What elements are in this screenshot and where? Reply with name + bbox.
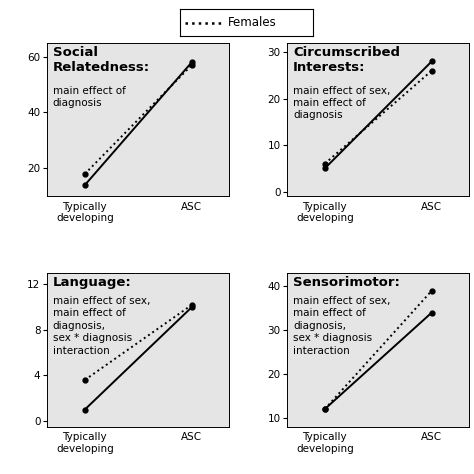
Text: Social
Relatedness:: Social Relatedness:: [53, 46, 150, 74]
Text: Females: Females: [228, 16, 277, 29]
Text: Circumscribed
Interests:: Circumscribed Interests:: [293, 46, 400, 74]
Text: main effect of
diagnosis: main effect of diagnosis: [53, 86, 126, 108]
Text: main effect of sex,
main effect of
diagnosis: main effect of sex, main effect of diagn…: [293, 86, 390, 120]
Text: main effect of sex,
main effect of
diagnosis,
sex * diagnosis
interaction: main effect of sex, main effect of diagn…: [53, 296, 150, 356]
Text: main effect of sex,
main effect of
diagnosis,
sex * diagnosis
interaction: main effect of sex, main effect of diagn…: [293, 296, 390, 356]
Text: Sensorimotor:: Sensorimotor:: [293, 276, 400, 289]
Text: Language:: Language:: [53, 276, 132, 289]
